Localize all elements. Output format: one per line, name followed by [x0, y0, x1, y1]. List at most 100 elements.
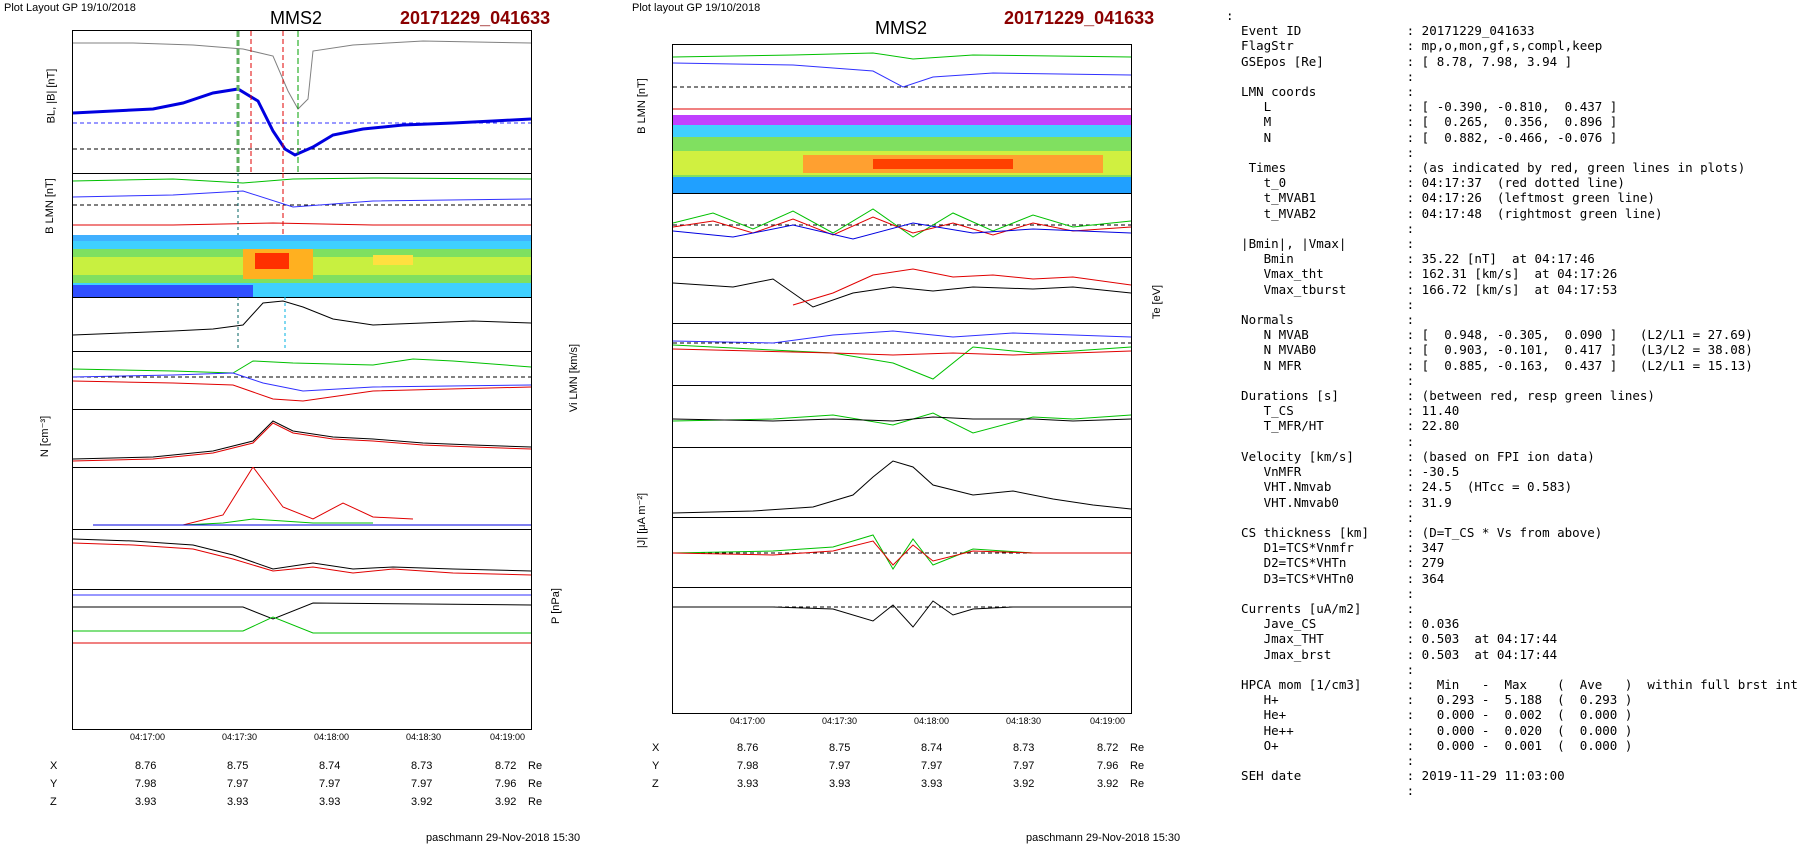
left-panel-blmn	[73, 173, 531, 236]
info-line: :	[1226, 661, 1415, 677]
info-line: Jave_CS : 0.036	[1226, 616, 1460, 632]
info-line: HPCA mom [1/cm3] : Min - Max ( Ave ) wit…	[1226, 676, 1798, 692]
left-panel-density	[73, 409, 531, 468]
left-plot-header: Plot Layout GP 19/10/2018	[4, 2, 136, 14]
info-line: GSEpos [Re] : [ 8.78, 7.98, 3.94 ]	[1226, 53, 1573, 69]
middle-panel-ve	[673, 193, 1131, 258]
info-line: Vmax_tburst : 166.72 [km/s] at 04:17:53	[1226, 281, 1618, 297]
info-line: He++ : 0.000 - 0.020 ( 0.000 )	[1226, 722, 1633, 738]
info-line: Jmax_brst : 0.503 at 04:17:44	[1226, 646, 1558, 662]
left-b-chart	[73, 31, 531, 173]
left-vilmn-chart	[73, 358, 531, 402]
info-line: :	[1226, 783, 1415, 799]
left-ti-chart	[73, 538, 531, 576]
info-line: t_MVAB1 : 04:17:26 (leftmost green line)	[1226, 190, 1655, 206]
middle-j-chart	[673, 534, 1131, 570]
middle-plot-header: Plot layout GP 19/10/2018	[632, 2, 761, 14]
middle-coord-x: X 8.76 8.75 8.74 8.73 8.72 Re	[652, 742, 1145, 754]
middle-blmn-chart	[673, 52, 1131, 110]
info-line: Durations [s] : (between red, resp green…	[1226, 388, 1655, 404]
middle-plot-title: MMS2	[875, 18, 928, 38]
info-line: VHT.Nmvab0 : 31.9	[1226, 494, 1452, 510]
left-density-chart	[73, 420, 531, 462]
info-line: N MFR : [ 0.885, -0.163, 0.437 ] (L2/L1 …	[1226, 357, 1753, 373]
info-line: VnMFR : -30.5	[1226, 464, 1460, 480]
middle-panel-je	[673, 587, 1131, 657]
info-line: O+ : 0.000 - 0.001 ( 0.000 )	[1226, 737, 1633, 753]
info-line: N : [ 0.882, -0.466, -0.076 ]	[1226, 129, 1618, 145]
info-line: Velocity [km/s] : (based on FPI ion data…	[1226, 448, 1595, 464]
middle-ve-chart	[673, 208, 1131, 240]
left-ylabel-9: P [nPa]	[549, 588, 562, 624]
info-line: FlagStr : mp,o,mon,gf,s,compl,keep	[1226, 38, 1603, 54]
middle-ylabel-1: B LMN [nT]	[635, 78, 648, 134]
left-ylabel-6: N [cm⁻³]	[39, 415, 52, 458]
left-blmn-chart	[73, 173, 531, 235]
info-line: :	[1226, 296, 1415, 312]
info-line: He+ : 0.000 - 0.002 ( 0.000 )	[1226, 707, 1633, 723]
info-line: Jmax_THT : 0.503 at 04:17:44	[1226, 631, 1558, 647]
info-line: Bmin : 35.22 [nT] at 04:17:46	[1226, 251, 1595, 267]
left-panel-spectrogram	[73, 235, 531, 298]
left-panel-pressure	[73, 589, 531, 645]
event-info-text: : Event ID : 20171229_041633 FlagStr : m…	[1226, 8, 1798, 799]
left-hpca-chart	[93, 467, 531, 526]
middle-panel-e	[673, 323, 1131, 386]
info-line: :	[1226, 585, 1415, 601]
middle-panel-j	[673, 517, 1131, 588]
middle-time-tick-0: 04:17:00	[730, 716, 766, 726]
middle-je-chart	[673, 600, 1131, 628]
left-coord-y: Y 7.98 7.97 7.97 7.97 7.96 Re	[50, 778, 543, 790]
left-spectrogram	[73, 235, 531, 297]
info-line: :	[1226, 68, 1415, 84]
left-footer: paschmann 29-Nov-2018 15:30	[426, 832, 581, 844]
middle-panel-jmag	[673, 447, 1131, 518]
left-panel-stack	[72, 30, 532, 730]
left-panel-vi-magnitude	[73, 297, 531, 352]
middle-jmag-chart	[673, 460, 1131, 514]
left-coord-x: X 8.76 8.75 8.74 8.73 8.72 Re	[50, 760, 543, 772]
middle-em-chart	[673, 412, 1131, 434]
info-line: |Bmin|, |Vmax| :	[1226, 236, 1415, 252]
left-coord-z: Z 3.93 3.93 3.93 3.92 3.92 Re	[50, 796, 543, 808]
middle-panel-em	[673, 385, 1131, 448]
info-line: :	[1226, 433, 1415, 449]
info-line: SEH date : 2019-11-29 11:03:00	[1226, 768, 1565, 784]
middle-time-tick-3: 04:18:30	[1006, 716, 1042, 726]
middle-time-tick-4: 04:19:00	[1090, 716, 1126, 726]
info-line: t_0 : 04:17:37 (red dotted line)	[1226, 175, 1625, 191]
info-line: VHT.Nmvab : 24.5 (HTcc = 0.583)	[1226, 479, 1573, 495]
info-line: N MVAB : [ 0.948, -0.305, 0.090 ] (L2/L1…	[1226, 327, 1753, 343]
left-time-tick-4: 04:19:00	[490, 732, 526, 742]
middle-ylabel-4: Te [eV]	[1151, 284, 1164, 320]
info-line: Currents [uA/m2] :	[1226, 600, 1415, 616]
left-panel-ti	[73, 529, 531, 590]
info-line: :	[1226, 372, 1415, 388]
left-vi-chart	[73, 297, 531, 351]
info-line: Event ID : 20171229_041633	[1226, 23, 1535, 39]
info-line: :	[1226, 144, 1415, 160]
info-line: M : [ 0.265, 0.356, 0.896 ]	[1226, 114, 1618, 130]
info-line: T_MFR/HT : 22.80	[1226, 418, 1460, 434]
info-line: T_CS : 11.40	[1226, 403, 1460, 419]
info-line: LMN coords :	[1226, 84, 1415, 100]
left-time-tick-1: 04:17:30	[222, 732, 258, 742]
info-line: D3=TCS*VHTn0 : 364	[1226, 570, 1445, 586]
info-line: Normals :	[1226, 312, 1415, 328]
info-line: :	[1226, 8, 1234, 23]
left-ylabel-2: B LMN [nT]	[43, 178, 56, 234]
middle-panel-te	[673, 257, 1131, 324]
middle-coord-z: Z 3.93 3.93 3.93 3.92 3.92 Re	[652, 778, 1145, 790]
left-panel-b-magnitude	[73, 31, 531, 174]
info-line: :	[1226, 509, 1415, 525]
left-pressure-chart	[73, 594, 531, 644]
left-panel-vi-lmn	[73, 351, 531, 410]
left-plot-title: MMS2	[270, 8, 323, 28]
middle-spectrogram	[673, 115, 1131, 193]
info-line: t_MVAB2 : 04:17:48 (rightmost green line…	[1226, 205, 1663, 221]
middle-te-chart	[673, 268, 1131, 308]
middle-footer: paschmann 29-Nov-2018 15:30	[1026, 832, 1181, 844]
left-ylabel-5: Vi LMN [km/s]	[568, 343, 581, 413]
info-line: Vmax_tht : 162.31 [km/s] at 04:17:26	[1226, 266, 1618, 282]
middle-panel-stack	[672, 44, 1132, 714]
